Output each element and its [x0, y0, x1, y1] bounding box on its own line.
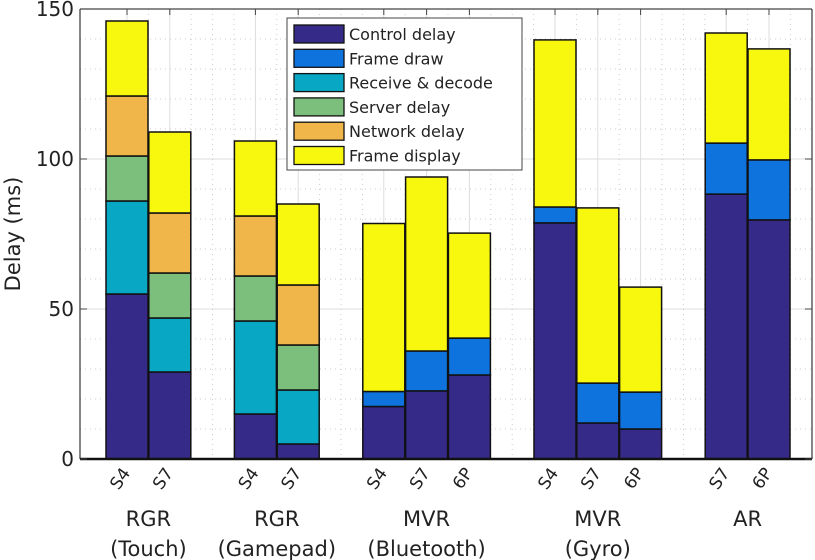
bar-segment-network-delay — [105, 95, 149, 157]
tick-label-y: 50 — [49, 297, 74, 321]
bar-rgr-touch-s7 — [148, 131, 192, 460]
bar-segment-server-delay — [276, 344, 320, 391]
bar-segment-control-delay — [105, 293, 149, 460]
bar-segment-control-delay — [447, 374, 492, 460]
bar-ar-6p — [747, 48, 791, 460]
bar-mvr-gyro-6p — [618, 286, 663, 460]
legend-swatch — [293, 24, 345, 44]
group-label: (Gyro) — [565, 537, 631, 560]
bar-segment-control-delay — [148, 371, 192, 460]
bar-segment-control-delay — [618, 428, 663, 460]
bar-segment-control-delay — [747, 219, 791, 460]
tick-label-x: 6P — [449, 464, 477, 493]
bar-segment-receive-decode — [105, 200, 149, 295]
bar-segment-server-delay — [148, 272, 192, 319]
bar-segment-frame-display — [233, 140, 278, 217]
tick-label-x: S7 — [406, 464, 435, 493]
group-label: (Gamepad) — [218, 537, 336, 560]
bar-segment-frame-draw — [404, 350, 449, 392]
bar-segment-control-delay — [233, 413, 278, 460]
legend-label: Control delay — [349, 25, 456, 44]
bar-mvr-bluetooth-6p — [447, 232, 492, 460]
legend-label: Frame display — [349, 147, 461, 166]
bar-segment-control-delay — [704, 193, 748, 460]
bar-segment-control-delay — [533, 222, 577, 460]
bar-rgr-touch-s4 — [105, 20, 149, 460]
bar-mvr-gyro-s7 — [576, 207, 620, 460]
bar-segment-frame-display — [148, 131, 192, 214]
bar-segment-receive-decode — [233, 320, 278, 415]
tick-label-x: S7 — [706, 464, 735, 493]
bar-segment-control-delay — [404, 390, 449, 460]
tick-label-x: S4 — [235, 464, 264, 493]
bar-segment-server-delay — [105, 155, 149, 202]
tick-label-y: 0 — [61, 447, 74, 471]
tick-label-x: S7 — [149, 464, 178, 493]
bar-segment-frame-display — [618, 286, 663, 393]
bar-mvr-gyro-s4 — [533, 39, 577, 460]
tick-label-y: 100 — [36, 147, 74, 171]
bar-ar-s7 — [704, 32, 748, 460]
tick-label-x: S4 — [534, 464, 563, 493]
bar-segment-control-delay — [276, 443, 320, 460]
bar-segment-frame-display — [704, 32, 748, 144]
legend-swatch — [293, 97, 345, 117]
bar-segment-frame-display — [362, 222, 406, 393]
bar-segment-network-delay — [276, 284, 320, 346]
group-label: RGR — [254, 507, 299, 531]
bar-segment-frame-draw — [576, 382, 620, 424]
bar-segment-frame-draw — [447, 337, 492, 376]
bar-segment-frame-display — [533, 39, 577, 208]
tick-label-x: S7 — [577, 464, 606, 493]
legend-label: Network delay — [349, 122, 465, 141]
bar-segment-frame-draw — [618, 391, 663, 430]
bar-mvr-bluetooth-s7 — [404, 176, 449, 460]
y-axis-label: Delay (ms) — [1, 177, 25, 292]
group-label: (Touch) — [110, 537, 187, 560]
bar-segment-frame-display — [576, 207, 620, 384]
group-label: AR — [733, 507, 762, 531]
legend-swatch — [293, 121, 345, 141]
bar-segment-frame-display — [105, 20, 149, 97]
legend-swatch — [293, 72, 345, 93]
bar-segment-frame-display — [276, 203, 320, 286]
bar-segment-frame-display — [404, 176, 449, 352]
bar-segment-server-delay — [233, 275, 278, 322]
bar-rgr-gamepad-s7 — [276, 203, 320, 460]
bar-segment-frame-display — [447, 232, 492, 339]
group-label: MVR — [574, 507, 621, 531]
bar-segment-receive-decode — [148, 317, 192, 373]
legend: Control delay Frame draw Receive & decode S… — [286, 17, 523, 171]
bar-mvr-bluetooth-s4 — [362, 222, 406, 460]
legend-swatch — [293, 48, 345, 68]
bar-segment-frame-draw — [362, 390, 406, 408]
legend-label: Server delay — [349, 98, 450, 117]
bar-segment-frame-draw — [533, 206, 577, 224]
tick-label-y: 150 — [36, 0, 74, 21]
bar-segment-network-delay — [148, 212, 192, 274]
bar-segment-control-delay — [576, 422, 620, 460]
group-label: MVR — [403, 507, 450, 531]
tick-label-x: 6P — [620, 464, 648, 493]
tick-label-x: S4 — [106, 464, 135, 493]
group-label: RGR — [126, 507, 171, 531]
bar-segment-control-delay — [362, 405, 406, 460]
tick-label-x: S7 — [278, 464, 307, 493]
bar-segment-frame-draw — [704, 142, 748, 195]
group-label: (Bluetooth) — [367, 537, 485, 560]
bar-segment-network-delay — [233, 215, 278, 277]
bar-segment-frame-display — [747, 48, 791, 161]
legend-label: Frame draw — [349, 49, 444, 68]
bar-segment-receive-decode — [276, 389, 320, 445]
legend-swatch — [293, 145, 345, 166]
bar-rgr-gamepad-s4 — [233, 140, 278, 460]
tick-label-x: S4 — [363, 464, 392, 493]
bar-segment-frame-draw — [747, 159, 791, 221]
legend-label: Receive & decode — [349, 74, 493, 93]
tick-label-x: 6P — [749, 464, 777, 493]
